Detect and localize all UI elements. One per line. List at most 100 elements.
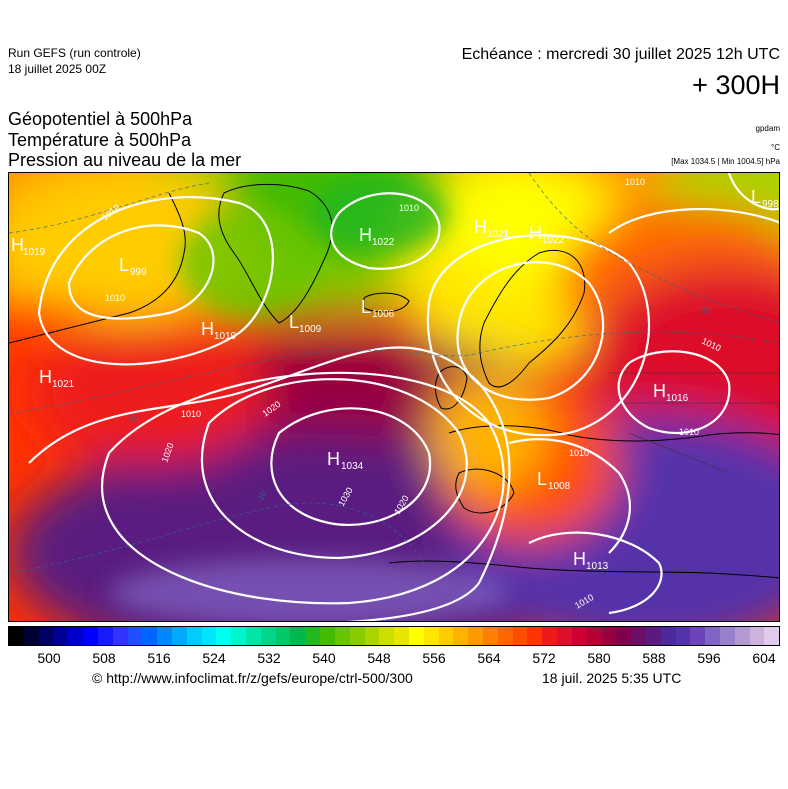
colorbar-tick-label: 524: [202, 650, 226, 666]
colorbar-swatch: [38, 627, 54, 645]
colorbar-tick-label: 572: [532, 650, 556, 666]
colorbar-swatch: [497, 627, 513, 645]
colorbar-swatch: [734, 627, 750, 645]
field-label-pressure: Pression au niveau de la mer: [8, 150, 242, 170]
isobar-label: 1010: [679, 427, 699, 437]
colorbar-tick-label: 564: [477, 650, 501, 666]
colorbar-swatch: [468, 627, 483, 645]
north-africa-coast: [388, 560, 779, 579]
isotherms: [9, 173, 779, 574]
greenland-coast: [218, 184, 333, 324]
geopotential-fill: [9, 173, 779, 621]
svg-text:998: 998: [762, 199, 779, 210]
colorbar-tick-label: 556: [422, 650, 446, 666]
svg-text:H: H: [359, 225, 372, 245]
isotherm-label: -10: [699, 306, 711, 315]
isobars: [28, 173, 779, 621]
colorbar-tick-label: 516: [147, 650, 171, 666]
colorbar-swatch: [23, 627, 39, 645]
colorbar-swatch: [216, 627, 232, 645]
colorbar-swatch: [275, 627, 291, 645]
svg-text:H: H: [529, 223, 542, 243]
run-date: 18 juillet 2025 00Z: [8, 62, 107, 76]
svg-text:H: H: [201, 319, 214, 339]
colorbar-swatch: [645, 627, 661, 645]
svg-text:999: 999: [130, 267, 147, 278]
svg-text:H: H: [39, 367, 52, 387]
colorbar-swatch: [542, 627, 558, 645]
pressure-system-l: L 1008: [537, 469, 571, 492]
iceland-coast: [363, 292, 410, 313]
colorbar-swatch: [246, 627, 261, 645]
pressure-system-h: H 1019: [201, 319, 237, 342]
svg-text:1006: 1006: [372, 309, 395, 320]
colorbar-swatch: [601, 627, 617, 645]
svg-text:1019: 1019: [23, 247, 46, 258]
colorbar-tick-label: 508: [92, 650, 116, 666]
svg-text:L: L: [289, 312, 299, 332]
isobar-label: 1010: [399, 203, 419, 213]
iberia-coast: [455, 468, 515, 514]
svg-text:1021: 1021: [52, 379, 75, 390]
colorbar-swatch: [379, 627, 395, 645]
colorbar-swatch: [453, 627, 469, 645]
colorbar-tick-label: 532: [257, 650, 281, 666]
colorbar-swatch: [749, 627, 765, 645]
svg-text:L: L: [537, 469, 547, 489]
colorbar-swatch: [675, 627, 691, 645]
svg-text:H: H: [327, 449, 340, 469]
colorbar-swatch: [171, 627, 187, 645]
unit-geopotential: gpdam: [755, 124, 780, 133]
svg-text:L: L: [361, 297, 371, 317]
svg-text:1013: 1013: [586, 561, 609, 572]
scandinavia-coast: [479, 249, 586, 388]
source-url[interactable]: © http://www.infoclimat.fr/z/gefs/europe…: [92, 670, 413, 686]
colorbar-swatch: [260, 627, 276, 645]
colorbar-swatch: [720, 627, 735, 645]
colorbar-swatch: [127, 627, 143, 645]
colorbar-tick-label: 580: [587, 650, 611, 666]
colorbar-swatch: [438, 627, 454, 645]
colorbar-swatch: [512, 627, 528, 645]
colorbar-swatch: [201, 627, 217, 645]
land-shading: [109, 173, 509, 621]
colorbar-tick-label: 540: [312, 650, 336, 666]
colorbar-swatch: [320, 627, 335, 645]
svg-text:1021: 1021: [487, 229, 510, 240]
svg-text:H: H: [11, 235, 24, 255]
colorbar-swatch: [690, 627, 706, 645]
colorbar-swatch: [705, 627, 720, 645]
colorbar-swatch: [660, 627, 676, 645]
colorbar-swatch: [53, 627, 69, 645]
map-canvas: H 1019 L 999 H 1019 H 1021 H 1022 L 1009 L 1006…: [9, 173, 779, 621]
pressure-system-h: H 1022: [359, 225, 395, 248]
svg-text:1034: 1034: [341, 461, 364, 472]
colorbar-swatch: [586, 627, 602, 645]
pressure-system-h: H 1034: [327, 449, 364, 472]
colorbar-swatch: [305, 627, 321, 645]
svg-text:1019: 1019: [214, 331, 237, 342]
colorbar-swatch: [571, 627, 587, 645]
svg-text:H: H: [474, 217, 487, 237]
forecast-validity: Echéance : mercredi 30 juillet 2025 12h …: [461, 46, 780, 63]
weather-map: H 1019 L 999 H 1019 H 1021 H 1022 L 1009 L 1006…: [8, 172, 780, 622]
svg-text:1022: 1022: [542, 235, 565, 246]
colorbar-swatch: [290, 627, 306, 645]
forecast-step: + 300H: [692, 70, 780, 100]
colorbar-swatch: [68, 627, 84, 645]
colorbar-swatch: [423, 627, 439, 645]
pressure-system-h: H 1022: [529, 223, 565, 246]
pressure-system-h: H 1021: [474, 217, 510, 240]
colorbar-swatch: [349, 627, 365, 645]
colorbar-swatch: [616, 627, 632, 645]
europe-coast: [448, 425, 779, 442]
svg-text:1009: 1009: [299, 324, 322, 335]
colorbar-swatch: [97, 627, 113, 645]
field-label-geopotential: Géopotentiel à 500hPa: [8, 109, 193, 129]
british-isles-coast: [435, 366, 468, 410]
colorbar-tick-label: 604: [752, 650, 776, 666]
colorbar-swatch: [408, 627, 424, 645]
isobar-label: 1010: [105, 293, 125, 303]
colorbar-swatch: [394, 627, 409, 645]
generated-date: 18 juil. 2025 5:35 UTC: [542, 670, 682, 686]
